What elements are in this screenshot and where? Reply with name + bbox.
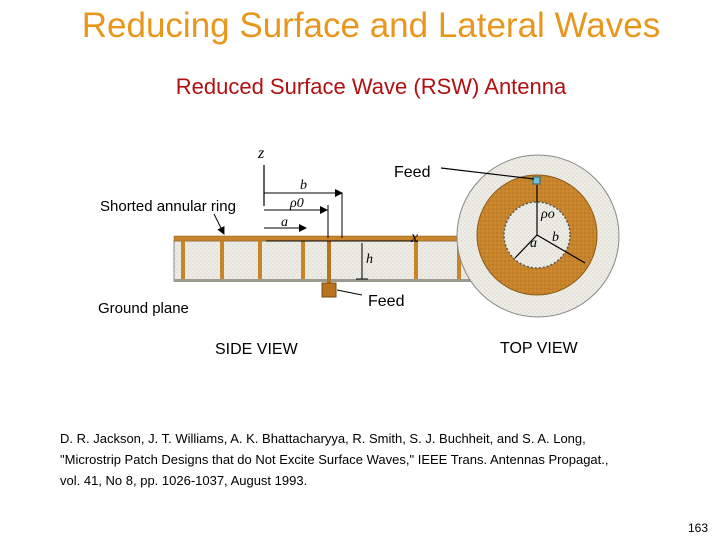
top-view <box>440 154 620 318</box>
ground-plane-layer <box>174 279 548 282</box>
slide-subtitle: Reduced Surface Wave (RSW) Antenna <box>175 74 567 99</box>
feed-top-label: Feed <box>394 164 431 181</box>
feed-probe <box>327 241 331 283</box>
feed-connector <box>321 282 337 298</box>
side-view-caption: SIDE VIEW <box>215 341 298 358</box>
top-view-caption: TOP VIEW <box>500 340 578 357</box>
a-radius <box>514 234 538 259</box>
rho0-side-label: ρ0 <box>290 196 304 211</box>
b-top-label: b <box>552 230 559 245</box>
page-number: 163 <box>687 521 708 535</box>
feed-bottom-label: Feed <box>368 293 405 310</box>
feed-point <box>532 176 541 185</box>
h-label: h <box>366 252 373 267</box>
rho0-top-label: ρo <box>541 207 555 222</box>
slide-title: Reducing Surface and Lateral Waves <box>81 6 661 45</box>
feed-line-top <box>440 167 535 180</box>
shorted-ring-pointer <box>213 213 225 235</box>
reference-line-1: D. R. Jackson, J. T. Williams, A. K. Bha… <box>60 431 586 446</box>
reference-line-2: "Microstrip Patch Designs that do Not Ex… <box>60 452 609 467</box>
reference-line-3: vol. 41, No 8, pp. 1026-1037, August 199… <box>60 473 308 488</box>
feed-pointer-bottom <box>336 289 363 296</box>
b-side-label: b <box>300 178 307 193</box>
a-side-label: a <box>281 215 288 230</box>
reference-citation: D. R. Jackson, J. T. Williams, A. K. Bha… <box>60 428 700 491</box>
shorted-ring-label: Shorted annular ring <box>100 198 236 215</box>
z-axis-label: z <box>258 145 265 162</box>
a-top-label: a <box>530 236 537 251</box>
ground-plane-label: Ground plane <box>98 300 189 317</box>
b-radius <box>536 234 586 264</box>
x-axis-label: x <box>411 229 419 246</box>
